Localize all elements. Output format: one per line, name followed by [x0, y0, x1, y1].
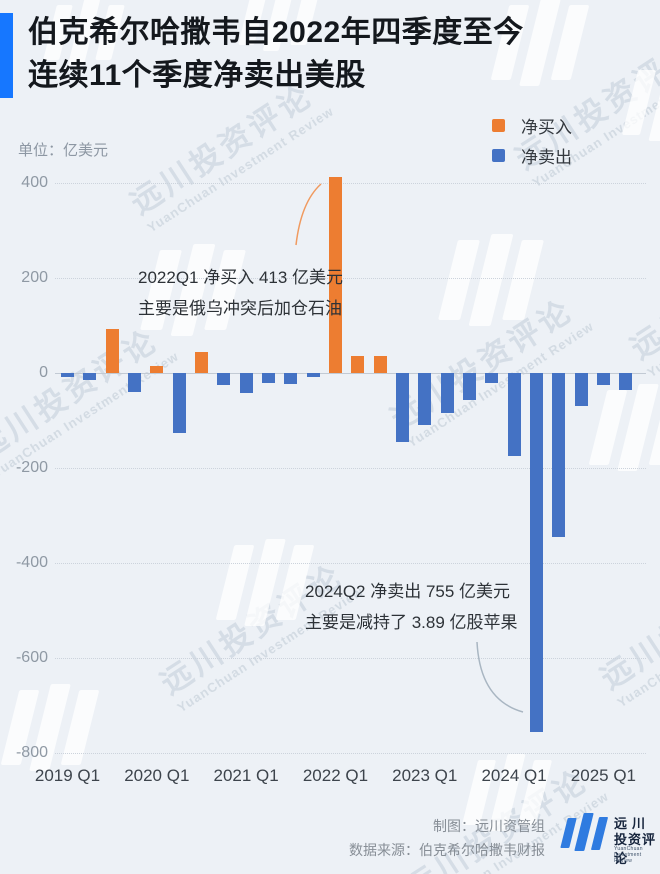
bar-2020-q2: [172, 373, 186, 434]
x-tick-label-2019-q1: 2019 Q1: [34, 766, 101, 785]
annotation-2024q2-line1: 2024Q2 净卖出 755 亿美元: [305, 582, 511, 601]
bar-2021-q1: [239, 373, 253, 394]
y-tick-label-200: 200: [21, 269, 48, 286]
gridline-400: [55, 183, 646, 184]
bar-2023-q2: [440, 373, 454, 414]
annotation-curve-2022q1: [295, 183, 322, 246]
logo-bar-icon: [560, 818, 577, 848]
bar-2019-q2: [83, 373, 97, 381]
y-tick-label--600: -600: [15, 649, 48, 666]
y-tick-label--800: -800: [15, 744, 48, 761]
bar-2020-q4: [217, 373, 231, 385]
bar-2023-q4: [485, 373, 499, 384]
legend-label-net-buy: 净买入: [521, 118, 572, 137]
chart-title-line2: 连续11个季度净卖出美股: [28, 59, 366, 92]
y-tick-label--200: -200: [15, 459, 48, 476]
bar-2024-q4: [574, 373, 588, 407]
x-tick-label-2021-q1: 2021 Q1: [213, 766, 279, 785]
legend-item-net-buy: 净买入: [492, 113, 572, 138]
logo-bar-icon: [590, 817, 609, 850]
bar-2020-q1: [150, 365, 164, 373]
bar-2019-q4: [127, 373, 141, 392]
bar-2025-q1: [596, 373, 610, 385]
bar-2019-q3: [105, 329, 119, 373]
logo-text-en: YuanChuan Investment Review: [614, 846, 643, 864]
bar-2023-q3: [462, 373, 476, 401]
gridline-200: [55, 278, 646, 279]
annotation-2022q1: 2022Q1 净买入 413 亿美元 主要是俄乌冲突后加仓石油: [138, 262, 343, 324]
bar-2021-q4: [306, 373, 320, 377]
x-tick-label-2024-q1: 2024 Q1: [481, 766, 547, 785]
gridline--800: [55, 753, 646, 754]
x-tick-label-2020-q1: 2020 Q1: [124, 766, 190, 785]
x-tick-label-2022-q1: 2022 Q1: [302, 766, 369, 785]
bar-2024-q1: [507, 373, 521, 457]
bar-2020-q3: [194, 352, 208, 373]
bar-2022-q2: [351, 355, 365, 373]
bar-2022-q1: [328, 176, 342, 373]
gridline--600: [55, 658, 646, 659]
title-accent-bar: [0, 13, 13, 98]
logo-text-cn-2: 投资评论: [614, 832, 657, 866]
bar-2024-q3: [552, 373, 566, 537]
bar-2024-q2: [529, 373, 543, 732]
chart-title: 伯克希尔哈撒韦自2022年四季度至今 连续11个季度净卖出美股: [28, 11, 524, 97]
bar-2023-q1: [418, 373, 432, 425]
gridline-0: [55, 372, 646, 374]
gridline--400: [55, 563, 646, 564]
yuanchuan-logo: 远川 投资评论 YuanChuan Investment Review: [556, 810, 658, 866]
net-buy-swatch-icon: [492, 119, 505, 132]
annotation-2022q1-line2: 主要是俄乌冲突后加仓石油: [138, 299, 342, 318]
bar-2022-q4: [395, 373, 409, 443]
bar-2025-q2: [619, 373, 633, 391]
logo-text-cn-1: 远川: [614, 816, 651, 831]
chart-title-line1: 伯克希尔哈撒韦自2022年四季度至今: [28, 16, 524, 49]
y-tick-label--400: -400: [15, 554, 48, 571]
x-tick-label-2025-q1: 2025 Q1: [570, 766, 637, 785]
annotation-2022q1-line1: 2022Q1 净买入 413 亿美元: [138, 268, 344, 287]
net-sell-swatch-icon: [492, 149, 505, 162]
bar-2021-q3: [284, 373, 298, 385]
legend-label-net-sell: 净卖出: [521, 148, 572, 167]
legend-item-net-sell: 净卖出: [492, 143, 572, 168]
annotation-2024q2: 2024Q2 净卖出 755 亿美元 主要是减持了 3.89 亿股苹果: [305, 576, 518, 638]
bar-2021-q2: [261, 373, 275, 383]
bar-2022-q3: [373, 355, 387, 373]
gridline--200: [55, 468, 646, 469]
y-tick-label-0: 0: [39, 364, 48, 381]
x-tick-label-2023-q1: 2023 Q1: [392, 766, 458, 785]
unit-label: 单位：亿美元: [18, 142, 109, 159]
annotation-2024q2-line2: 主要是减持了 3.89 亿股苹果: [305, 613, 518, 632]
footer-source: 数据来源：伯克希尔哈撒韦财报: [349, 842, 545, 858]
bar-2019-q1: [61, 373, 74, 377]
annotation-curve-2024q2: [476, 641, 524, 713]
footer-credit: 制图：远川资管组: [433, 818, 545, 834]
y-tick-label-400: 400: [21, 174, 48, 191]
